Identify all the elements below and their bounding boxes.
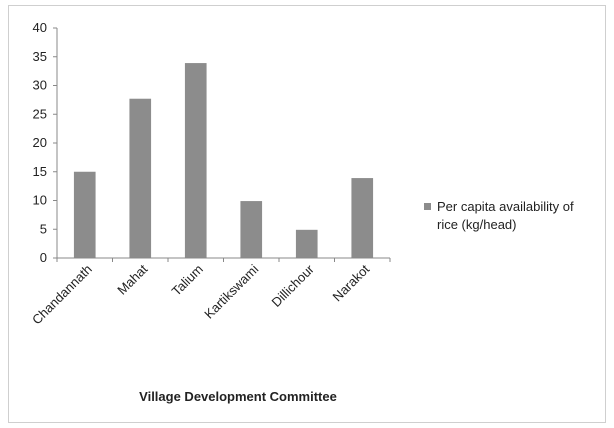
y-tick-label: 10 — [33, 193, 47, 208]
x-tick-label: Narakot — [330, 261, 373, 304]
legend: Per capita availability of rice (kg/head… — [424, 199, 574, 232]
legend-label-line-2: rice (kg/head) — [437, 217, 516, 232]
bar-narakot — [351, 178, 374, 258]
bar-talium — [184, 63, 207, 259]
y-tick-label: 0 — [40, 250, 47, 265]
x-tick-label: Dillichour — [268, 261, 317, 310]
bar-kartikswami — [240, 201, 263, 258]
legend-label-line-1: Per capita availability of — [437, 199, 574, 214]
chart-frame — [8, 5, 606, 423]
y-tick-label: 30 — [33, 78, 47, 93]
legend-swatch — [424, 203, 431, 210]
x-tick-label: Kartikswami — [201, 261, 261, 321]
y-tick-label: 15 — [33, 164, 47, 179]
y-tick-label: 20 — [33, 135, 47, 150]
x-axis-title: Village Development Committee — [139, 389, 337, 404]
y-tick-label: 40 — [33, 20, 47, 35]
bars — [73, 63, 374, 259]
y-tick-label: 5 — [40, 221, 47, 236]
bar-chandannath — [73, 171, 96, 258]
y-tick-label: 25 — [33, 106, 47, 121]
x-tick-label: Talium — [169, 262, 206, 299]
y-tick-label: 35 — [33, 49, 47, 64]
y-axis: 0 5 10 15 20 25 30 35 40 — [33, 20, 58, 265]
x-tick-label: Chandannath — [29, 262, 95, 328]
bar-mahat — [129, 98, 152, 258]
x-tick-label: Mahat — [114, 261, 150, 297]
bar-dillichour — [295, 229, 318, 258]
